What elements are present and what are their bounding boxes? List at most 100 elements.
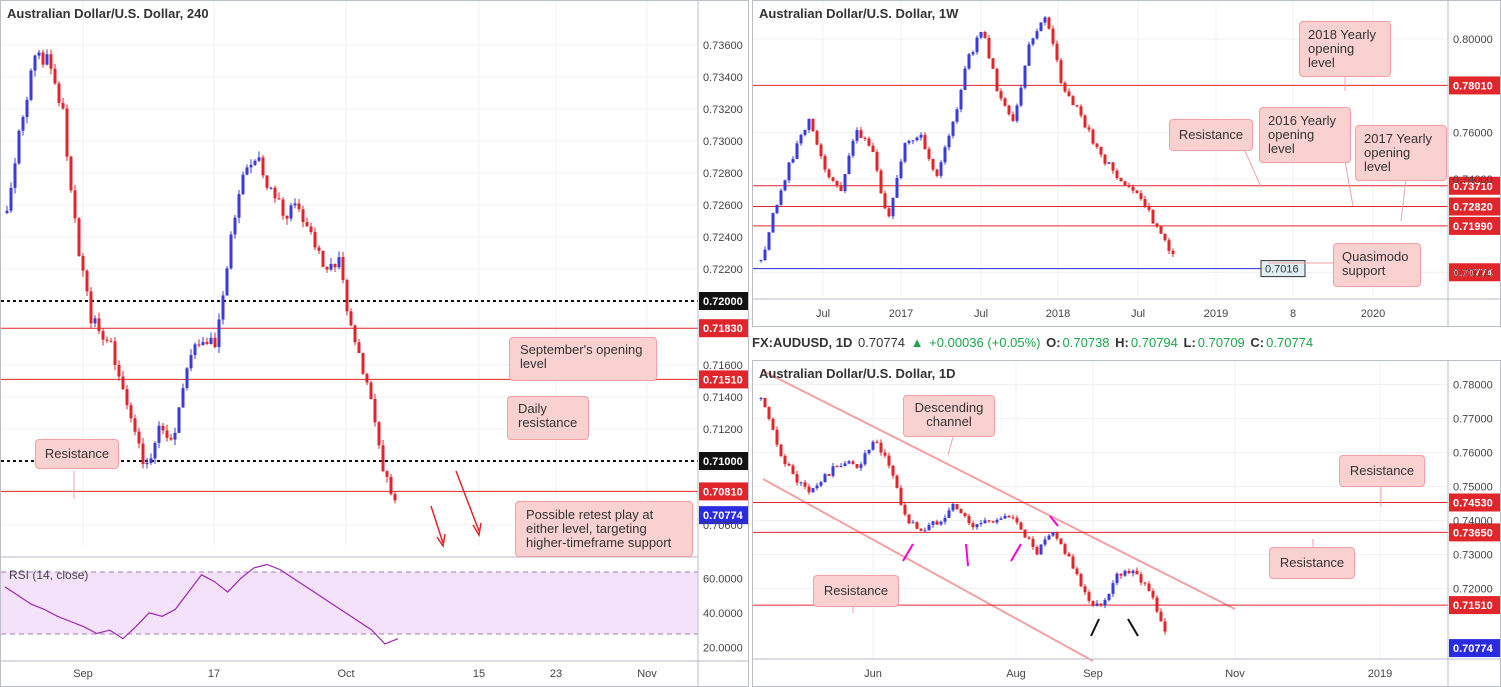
candle-body-50 [205, 341, 209, 344]
pointer-2016-yearly [1344, 160, 1354, 207]
annotation-descending-channel: Descending channel [903, 395, 995, 437]
candle-body-46 [189, 354, 193, 369]
annotation-daily-resistance: Daily resistance [507, 396, 589, 440]
candle-body-8 [791, 158, 795, 163]
low-value: 0.70709 [1197, 335, 1245, 350]
pointer-descending-channel [947, 436, 954, 456]
candle-body-62 [1007, 105, 1011, 115]
candle-body-5 [25, 99, 29, 118]
candle-body-7 [787, 162, 791, 181]
candle-body-57 [987, 37, 991, 59]
y-tick-label-11: 0.70600 [703, 520, 743, 532]
candle-body-73 [1051, 532, 1055, 536]
candle-body-21 [89, 291, 93, 324]
candle-body-53 [971, 523, 975, 528]
candle-body-6 [783, 180, 787, 191]
candle-body-13 [57, 83, 61, 103]
pointer-resistance-1w [1244, 150, 1262, 188]
candle-body-60 [245, 167, 249, 175]
annotation-resistance-4h: Resistance [35, 439, 119, 469]
candle-body-39 [915, 137, 919, 141]
candle-body-16 [823, 156, 827, 170]
candle-body-53 [971, 52, 975, 55]
candle-body-38 [157, 425, 161, 443]
y-tick-label-3: 0.70000 [1453, 267, 1493, 279]
x-tick-label-1: 2017 [889, 308, 913, 320]
x-tick-label-0: Jun [864, 668, 882, 680]
candle-body-24 [855, 464, 859, 468]
level-label-box-4 [699, 482, 748, 501]
candle-body-41 [923, 134, 927, 149]
candle-body-15 [819, 482, 823, 486]
candle-body-91 [1123, 570, 1127, 576]
x-tick-label-0: Sep [73, 668, 93, 680]
candle-body-46 [943, 147, 947, 163]
annotation-resistance-1d-left: Resistance [813, 575, 899, 607]
candle-body-78 [1071, 556, 1075, 569]
candle-body-12 [53, 68, 57, 84]
candle-body-65 [1019, 87, 1023, 106]
chart-panel-1d[interactable]: 0.74530 0.73650 0.71510 0.70774 0.78000 0.77… [752, 360, 1501, 687]
annotation-resistance-1w: Resistance [1169, 119, 1253, 151]
candle-body-23 [97, 318, 101, 332]
candle-body-100 [1159, 611, 1163, 622]
candle-body-81 [1083, 586, 1087, 593]
candle-body-81 [1083, 115, 1087, 128]
chart-panel-1w[interactable]: 0.78010 0.73710 0.72820 0.71990 0.7016 0.7077… [752, 0, 1501, 327]
candle-body-22 [847, 155, 851, 175]
level-label-4: 0.7016 [1265, 264, 1299, 276]
level-label-1: 0.71830 [703, 323, 743, 335]
candle-body-66 [1023, 65, 1027, 88]
candle-body-73 [297, 203, 301, 210]
level-label-box-1 [1449, 176, 1500, 195]
y-tick-label-4: 0.72800 [703, 168, 743, 180]
symbol-label: FX:AUDUSD, 1D [752, 335, 853, 350]
candle-body-58 [237, 194, 241, 218]
candle-body-61 [1003, 515, 1007, 519]
candle-body-16 [69, 156, 73, 191]
magenta-arrow-2 [965, 543, 969, 567]
candle-body-27 [867, 138, 871, 146]
candle-body-64 [261, 157, 265, 176]
black-arrow-1 [1090, 618, 1100, 637]
candle-body-6 [783, 455, 787, 465]
candle-body-1 [763, 397, 767, 408]
candle-body-39 [915, 522, 919, 529]
candle-body-38 [911, 140, 915, 142]
candle-body-30 [879, 442, 883, 453]
red-arrow-1 [455, 470, 480, 532]
channel-upper-line [762, 370, 1236, 610]
candle-body-47 [193, 344, 197, 355]
candle-body-26 [863, 137, 867, 139]
candle-body-32 [887, 455, 891, 466]
candle-body-50 [959, 89, 963, 110]
candle-body-2 [13, 163, 17, 188]
x-tick-label-2: Jul [974, 308, 988, 320]
candle-body-80 [1079, 574, 1083, 587]
levels-1w: 0.78010 0.73710 0.72820 0.71990 0.7016 0.7077… [753, 76, 1500, 282]
candle-body-63 [1011, 114, 1015, 121]
candle-body-3 [17, 130, 21, 164]
candle-body-4 [775, 429, 779, 445]
y-tick-label-3: 0.75000 [1453, 482, 1493, 494]
candles-1w [759, 15, 1175, 263]
candle-body-92 [1127, 185, 1131, 187]
candle-body-87 [353, 325, 357, 343]
y-axis-1w: 0.80000 0.76000 0.74000 0.70000 [1453, 34, 1493, 279]
candle-body-60 [999, 518, 1003, 520]
y-tick-label-3: 0.73000 [703, 136, 743, 148]
candle-body-44 [181, 388, 185, 408]
candle-body-70 [1039, 544, 1043, 555]
candle-body-59 [995, 68, 999, 92]
candle-body-82 [333, 264, 337, 268]
candle-body-33 [891, 197, 895, 217]
candle-body-25 [859, 464, 863, 468]
chart-panel-4h[interactable]: 0.72000 0.71830 0.71510 0.71000 0.70810 0.707… [0, 0, 749, 687]
candle-body-48 [197, 344, 201, 346]
candle-body-83 [1091, 600, 1095, 606]
candle-body-17 [73, 190, 77, 219]
candle-body-20 [839, 466, 843, 468]
candle-body-44 [935, 521, 939, 525]
candle-body-51 [963, 68, 967, 90]
candle-body-35 [145, 463, 149, 465]
